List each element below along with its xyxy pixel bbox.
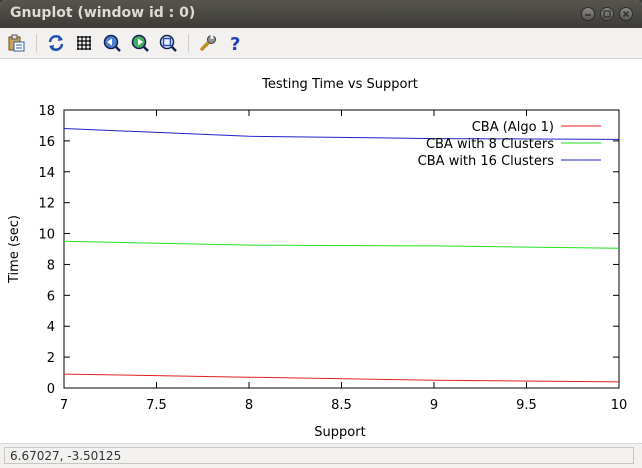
zoom-next-button[interactable] (130, 33, 150, 53)
maximize-icon (603, 10, 611, 18)
title-bar[interactable]: Gnuplot (window id : 0) (0, 0, 642, 28)
x-tick-label: 8 (245, 398, 253, 413)
x-tick-label: 10 (611, 398, 628, 413)
zoom-next-icon (131, 34, 149, 52)
x-axis-label: Support (314, 425, 365, 440)
series-line-2 (63, 240, 620, 249)
x-tick-label: 9.5 (516, 398, 537, 413)
zoom-autoscale-button[interactable] (158, 33, 178, 53)
help-icon: ? (230, 34, 240, 55)
series-line-1 (63, 373, 620, 383)
zoom-previous-button[interactable] (102, 33, 122, 53)
series-group (63, 128, 620, 383)
legend-label-1: CBA (Algo 1) (472, 120, 554, 135)
minimize-button[interactable] (581, 7, 595, 21)
copy-clipboard-icon (8, 34, 25, 52)
legend-label-2: CBA with 8 Clusters (426, 137, 554, 152)
cursor-coordinates: 6.67027, -3.50125 (10, 449, 122, 463)
y-axis-label: Time (sec) (7, 215, 22, 284)
y-tick-label: 12 (38, 197, 55, 212)
close-button[interactable] (619, 7, 633, 21)
grid-icon (77, 36, 91, 50)
status-bar: 6.67027, -3.50125 (0, 443, 642, 468)
zoom-autoscale-icon (159, 34, 177, 52)
y-tick-label: 18 (38, 104, 55, 119)
toolbar: ? (0, 28, 642, 59)
zoom-previous-icon (103, 34, 121, 52)
y-tick-label: 10 (38, 228, 55, 243)
x-tick-label: 7 (60, 398, 68, 413)
line-chart[interactable]: Testing Time vs Support 7 7.5 8 8.5 9 9.5 10 0 2… (0, 59, 642, 443)
y-tick-label: 16 (38, 135, 55, 150)
series-line-3 (63, 128, 620, 140)
x-tick-label: 9 (430, 398, 438, 413)
close-icon (622, 10, 630, 18)
legend-label-3: CBA with 16 Clusters (418, 154, 555, 169)
x-tick-label: 7.5 (146, 398, 167, 413)
grid-button[interactable] (74, 33, 94, 53)
y-tick-label: 8 (47, 258, 55, 273)
chart-title: Testing Time vs Support (261, 77, 418, 92)
copy-clipboard-button[interactable] (6, 33, 26, 53)
y-tick-label: 0 (47, 382, 55, 397)
y-tick-label: 6 (47, 289, 55, 304)
minimize-icon (585, 14, 591, 16)
toolbar-separator (188, 34, 189, 52)
axis-ticks: 7 7.5 8 8.5 9 9.5 10 0 2 4 6 8 10 12 14 16 18 (38, 104, 627, 413)
status-field: 6.67027, -3.50125 (4, 447, 634, 464)
configure-wrench-icon (200, 35, 216, 51)
x-tick-label: 8.5 (331, 398, 352, 413)
toolbar-separator (36, 34, 37, 52)
help-button[interactable]: ? (226, 33, 246, 55)
svg-text:?: ? (230, 34, 240, 53)
replot-icon (48, 35, 64, 51)
legend: CBA (Algo 1) CBA with 8 Clusters CBA with … (418, 120, 601, 169)
plot-area[interactable]: Testing Time vs Support 7 7.5 8 8.5 9 9.5 10 0 2… (0, 59, 642, 443)
window-title: Gnuplot (window id : 0) (10, 5, 196, 21)
replot-button[interactable] (46, 33, 66, 53)
configure-button[interactable] (198, 33, 218, 53)
y-tick-label: 14 (38, 166, 55, 181)
maximize-button[interactable] (600, 7, 614, 21)
y-tick-label: 4 (47, 320, 55, 335)
y-tick-label: 2 (47, 351, 55, 366)
